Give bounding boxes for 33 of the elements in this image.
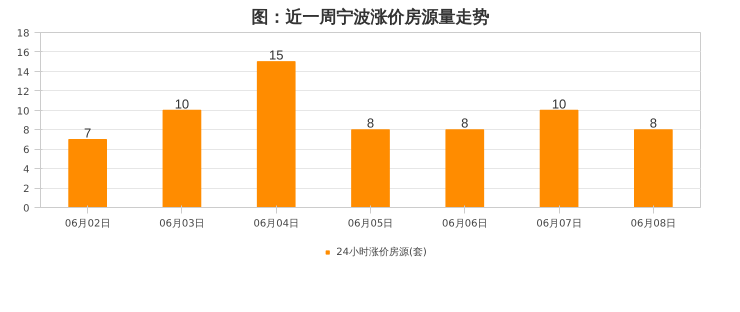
y-tick-label: 18 xyxy=(16,28,30,40)
x-tick-label: 06月05日 xyxy=(348,218,394,230)
data-label: 7 xyxy=(84,125,92,140)
y-tick-label: 6 xyxy=(23,145,30,156)
y-tick-label: 2 xyxy=(23,184,30,196)
bar xyxy=(445,129,484,208)
bar xyxy=(351,129,390,208)
x-tick-label: 06月08日 xyxy=(630,218,676,230)
chart-title: 图：近一周宁波涨价房源量走势 xyxy=(252,8,490,28)
y-tick-label: 4 xyxy=(23,164,30,176)
x-tick-label: 06月04日 xyxy=(253,218,299,230)
x-tick-label: 06月06日 xyxy=(442,218,488,230)
y-tick-label: 10 xyxy=(16,106,30,118)
bar xyxy=(540,110,578,208)
y-tick-label: 16 xyxy=(16,48,30,59)
bar xyxy=(256,61,296,208)
x-tick-label: 06月03日 xyxy=(159,218,205,230)
y-tick-label: 14 xyxy=(16,67,30,78)
data-label: 8 xyxy=(650,116,657,131)
data-label: 10 xyxy=(174,96,190,112)
bar xyxy=(634,129,673,208)
data-label: 15 xyxy=(268,48,284,63)
y-tick-label: 0 xyxy=(23,204,30,214)
x-tick-label: 06月07日 xyxy=(536,218,582,230)
data-label: 8 xyxy=(366,116,374,131)
y-tick-label: 8 xyxy=(23,126,30,137)
bar xyxy=(162,110,202,208)
data-label: 8 xyxy=(461,116,468,131)
x-tick-label: 06月02日 xyxy=(64,218,110,230)
legend-label: 24小时涨价房源(套) xyxy=(336,246,427,259)
y-tick-label: 12 xyxy=(16,86,30,98)
bar xyxy=(68,138,107,208)
data-label: 10 xyxy=(552,96,566,112)
